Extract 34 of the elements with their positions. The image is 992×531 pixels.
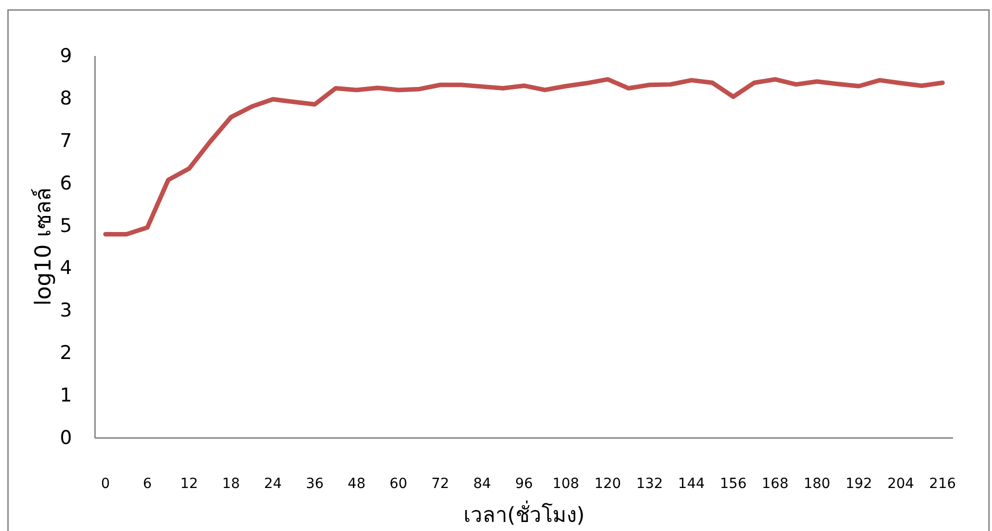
x-tick-label: 36: [306, 476, 324, 492]
x-tick-label: 132: [636, 476, 663, 492]
x-tick-label: 24: [264, 476, 282, 492]
line-series: [103, 77, 945, 237]
x-tick-label: 18: [222, 476, 240, 492]
x-tick-label: 156: [720, 476, 747, 492]
x-tick-label: 60: [390, 476, 408, 492]
x-tick-label: 192: [845, 476, 872, 492]
x-tick-label: 168: [762, 476, 788, 492]
x-tick-label: 48: [348, 476, 366, 492]
x-tick-label: 84: [473, 476, 492, 492]
y-tick-label: 2: [60, 342, 72, 364]
y-tick-label: 0: [60, 427, 72, 449]
x-axis-title: เวลา(ชั่วโมง): [463, 500, 585, 527]
y-tick-label: 9: [60, 45, 72, 67]
y-tick-label: 1: [60, 384, 72, 407]
y-tick-label: 8: [60, 87, 72, 110]
y-tick-label: 5: [60, 214, 72, 237]
x-tick-label: 12: [180, 476, 198, 492]
x-tick-label: 216: [929, 476, 956, 492]
x-tick-label: 96: [515, 476, 533, 492]
x-tick-label: 120: [594, 476, 622, 492]
y-tick-label: 6: [60, 172, 72, 194]
x-tick-label: 108: [552, 476, 580, 492]
x-tick-label: 144: [678, 476, 705, 492]
x-tick-label: 72: [431, 476, 450, 492]
x-tick-label: 180: [804, 476, 830, 492]
x-tick-label: 204: [887, 476, 914, 492]
y-tick-label: 7: [60, 130, 72, 152]
x-tick-label: 0: [101, 476, 110, 492]
y-tick-label: 3: [60, 300, 72, 322]
y-tick-label: 4: [60, 257, 72, 280]
x-tick-label: 6: [142, 476, 152, 492]
y-axis-title: log10 เซลล์: [32, 188, 56, 306]
